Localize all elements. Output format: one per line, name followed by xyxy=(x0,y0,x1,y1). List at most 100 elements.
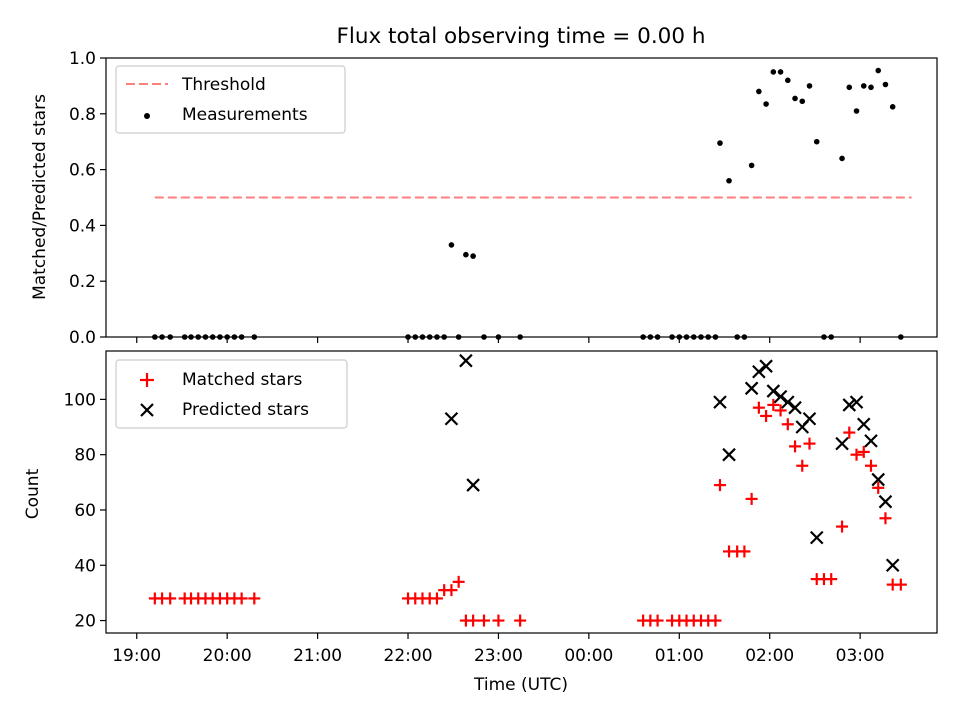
measurement-point xyxy=(434,334,440,340)
measurement-point xyxy=(777,69,784,75)
x-stroke-b xyxy=(752,364,766,379)
bottom-panel-y-label: Count xyxy=(23,468,43,519)
predicted-stars-point xyxy=(744,381,759,396)
x-stroke-b xyxy=(466,478,480,492)
measurement-point xyxy=(889,104,896,110)
measurement-point xyxy=(712,334,719,340)
measurement-point xyxy=(470,253,476,259)
measurement-point xyxy=(705,334,712,340)
x-stroke-b xyxy=(744,381,759,396)
measurement-point xyxy=(426,334,433,340)
predicted-stars-point xyxy=(864,434,878,448)
measurements-series xyxy=(152,67,904,340)
matched-stars-point xyxy=(843,426,856,439)
predicted-stars-point xyxy=(759,359,773,373)
legend-matched-label: Matched stars xyxy=(182,370,302,390)
measurement-point xyxy=(799,98,806,105)
x-stroke-b xyxy=(864,434,878,448)
measurement-point xyxy=(683,334,690,340)
measurement-point xyxy=(882,81,889,88)
matched-stars-point xyxy=(857,445,870,458)
measurement-point xyxy=(448,242,455,248)
y-tick-label: 0.0 xyxy=(69,328,96,348)
legend-predicted-label: Predicted stars xyxy=(182,400,309,420)
predicted-stars-point xyxy=(788,400,802,415)
predicted-stars-point xyxy=(781,395,795,409)
top-legend: Threshold Measurements xyxy=(115,65,346,134)
predicted-stars-point xyxy=(802,411,817,426)
measurement-point xyxy=(717,140,723,146)
top-panel-y-ticks: 0.0 0.2 0.4 0.6 0.8 1.0 xyxy=(69,49,106,348)
predicted-stars-point xyxy=(752,364,766,379)
predicted-stars-point xyxy=(885,558,900,573)
measurement-point xyxy=(195,334,202,340)
measurement-point xyxy=(152,334,158,340)
predicted-stars-point xyxy=(766,384,781,398)
matched-stars-point xyxy=(789,440,802,453)
x-tick-label: 02:00 xyxy=(745,646,794,666)
measurement-point xyxy=(839,155,845,162)
predicted-stars-point xyxy=(856,417,871,432)
predicted-stars-point xyxy=(835,436,849,451)
measurement-point xyxy=(821,334,827,340)
predicted-stars-point xyxy=(444,411,459,426)
matched-stars-point xyxy=(713,479,726,492)
measurement-point xyxy=(217,334,223,340)
legend-threshold-label: Threshold xyxy=(181,75,266,95)
measurement-point xyxy=(231,334,238,340)
measurement-point xyxy=(238,334,245,340)
matched-stars-point xyxy=(836,520,849,533)
measurement-point xyxy=(188,334,194,340)
x-stroke-b xyxy=(759,359,773,373)
measurement-point xyxy=(734,334,740,340)
x-stroke-b xyxy=(781,395,795,409)
measurement-point xyxy=(875,67,882,74)
measurement-point xyxy=(654,334,661,340)
matched-stars-point xyxy=(430,592,443,605)
measurement-point xyxy=(748,162,755,169)
matched-stars-point xyxy=(235,592,248,605)
x-tick-label: 20:00 xyxy=(203,646,252,666)
top-panel: 0.0 0.2 0.4 0.6 0.8 1.0 Matched/Predicted sta… xyxy=(30,49,938,348)
bottom-panel: 20 40 60 80 100 19:00 20:00 21:00 22:00 23:00 00:… xyxy=(23,350,938,666)
measurement-point xyxy=(763,101,769,107)
y-tick-label: 100 xyxy=(64,390,96,410)
chart-title: Flux total observing time = 0.00 h xyxy=(337,24,706,49)
matched-stars-series xyxy=(148,398,907,627)
x-stroke-b xyxy=(885,558,900,573)
measurement-point xyxy=(419,334,426,340)
measurement-point xyxy=(224,334,230,340)
measurement-point xyxy=(846,84,853,91)
measurement-point xyxy=(676,334,683,340)
matched-stars-point xyxy=(492,614,505,627)
predicted-stars-point xyxy=(713,395,727,409)
y-tick-label: 0.6 xyxy=(69,161,96,181)
x-stroke-b xyxy=(856,417,871,432)
measurement-point xyxy=(806,83,813,89)
x-tick-label: 23:00 xyxy=(474,646,523,666)
measurement-point xyxy=(853,108,860,114)
matched-stars-point xyxy=(767,398,780,411)
top-legend-box xyxy=(115,65,346,134)
x-tick-label: 21:00 xyxy=(293,646,342,666)
predicted-stars-point xyxy=(871,472,886,487)
x-stroke-b xyxy=(849,395,864,409)
top-panel-y-label: Matched/Predicted stars xyxy=(30,94,50,300)
predicted-stars-series xyxy=(444,353,900,573)
x-stroke-b xyxy=(713,395,727,409)
matched-stars-point xyxy=(774,404,787,417)
measurement-point xyxy=(784,77,791,84)
matched-stars-point xyxy=(452,575,465,588)
matched-stars-point xyxy=(864,459,877,472)
legend-matched-swatch xyxy=(140,373,154,387)
x-stroke-b xyxy=(788,400,802,415)
legend-measurements-swatch xyxy=(144,113,150,119)
measurement-point xyxy=(698,334,704,340)
measurement-point xyxy=(792,95,798,102)
predicted-stars-point xyxy=(809,530,824,545)
predicted-stars-point xyxy=(459,353,473,368)
predicted-stars-point xyxy=(842,398,857,412)
legend-measurements-label: Measurements xyxy=(182,105,308,125)
legend-predicted-swatch xyxy=(140,403,154,417)
